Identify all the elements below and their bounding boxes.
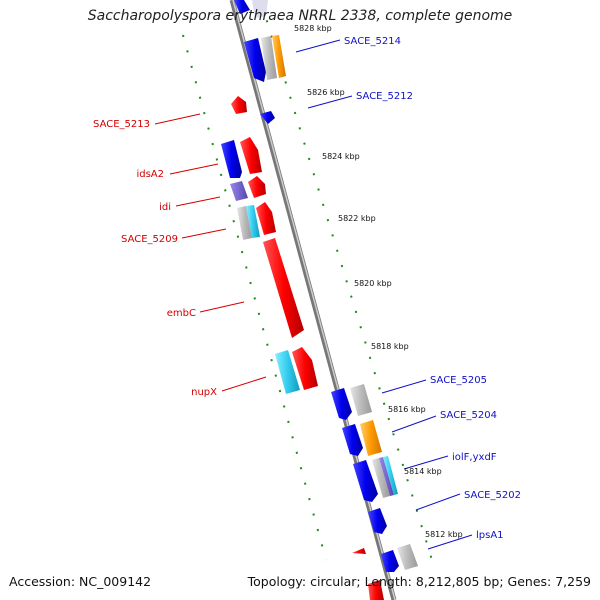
leader-sace5202 (415, 493, 461, 511)
gene-arrow-sace5214 (244, 38, 266, 82)
leader-sace5204 (391, 415, 437, 433)
gene-block-lpsA1-gray (397, 544, 418, 570)
scale-label-5820: 5820 kbp (354, 279, 392, 288)
leader-idi (175, 196, 221, 207)
gene-arrow-idi-red (248, 176, 266, 198)
scale-label-5814: 5814 kbp (404, 467, 442, 476)
genome-title: Saccharopolyspora erythraea NRRL 2338, c… (87, 8, 513, 24)
gene-label-sace5204[interactable]: SACE_5204 (440, 410, 497, 421)
leader-sace5209 (181, 228, 227, 239)
leader-sace5214 (295, 39, 341, 53)
gene-label-sace5213[interactable]: SACE_5213 (93, 119, 150, 130)
leader-iolF (403, 455, 449, 470)
gene-label-embC[interactable]: embC (167, 308, 196, 319)
gene-block-iolF-cyan (383, 456, 398, 495)
gene-label-sace5214[interactable]: SACE_5214 (344, 36, 401, 47)
gene-block-iolF-gray (372, 458, 390, 498)
scale-label-5816: 5816 kbp (388, 405, 426, 414)
scale-label-5828: 5828 kbp (294, 24, 332, 33)
scale-label-5818: 5818 kbp (371, 342, 409, 351)
gene-block-nupX-cyan (275, 350, 300, 394)
gene-arrow-sace5202-blue (368, 508, 387, 534)
scale-label-5812: 5812 kbp (425, 530, 463, 539)
gene-block-top-gray-partial (252, 0, 268, 18)
gene-block-sace5214-orange (272, 35, 286, 78)
gene-block-bottom-red (368, 580, 384, 600)
leader-idsA2 (169, 163, 219, 175)
gene-arrow-sace5204-blue (342, 424, 363, 456)
gene-arrow-idsA2-blue (221, 140, 242, 178)
scale-label-5826: 5826 kbp (307, 88, 345, 97)
gene-label-sace5212[interactable]: SACE_5212 (356, 91, 413, 102)
leader-sace5205 (381, 379, 427, 394)
gene-arrow-sace5205-blue (331, 388, 352, 420)
gene-arrow-sace5212 (260, 111, 275, 124)
gene-label-idi[interactable]: idi (159, 202, 171, 213)
gene-arrow-embC (263, 238, 304, 338)
gene-block-sace5204-orange (360, 420, 382, 456)
gene-arrow-sace5209-red (256, 202, 276, 235)
gene-arrow-iolF-blue (353, 460, 378, 502)
gene-label-nupX[interactable]: nupX (191, 387, 217, 398)
gene-label-sace5209[interactable]: SACE_5209 (121, 234, 178, 245)
leader-lpsA1 (427, 534, 473, 550)
gene-block-sace5205-gray (350, 384, 372, 416)
gene-arrow-idsA2-red (240, 137, 262, 174)
topology-summary: Topology: circular; Length: 8,212,805 bp… (247, 574, 591, 589)
scale-label-5822: 5822 kbp (338, 214, 376, 223)
leader-embC (199, 301, 245, 313)
gene-block-idi-purple (230, 181, 248, 201)
leader-sace5212 (307, 95, 353, 109)
gene-block-sace5209-gray (237, 206, 252, 240)
gene-arrow-sace5213 (231, 96, 247, 114)
gene-block-sace5214-gray (261, 36, 277, 80)
gene-block-iolF-purple (379, 457, 394, 496)
gene-label-idsA2[interactable]: idsA2 (136, 169, 164, 180)
gene-arrow-top-blue-partial (234, 0, 250, 14)
gene-label-sace5202[interactable]: SACE_5202 (464, 490, 521, 501)
gene-label-lpsA1[interactable]: lpsA1 (476, 530, 504, 541)
scale-label-5824: 5824 kbp (322, 152, 360, 161)
gene-arrow-lpsA1-blue (381, 550, 399, 572)
left-dashed-guide (182, 34, 327, 561)
gene-label-iolF[interactable]: iolF,yxdF (452, 452, 497, 463)
right-dashed-guide (261, 4, 433, 561)
gene-arrow-nupX-red (292, 347, 318, 390)
leader-sace5213 (154, 113, 201, 125)
gene-arrow-small-red (352, 548, 366, 554)
accession-text: Accession: NC_009142 (9, 574, 152, 589)
gene-block-sace5209-cyan (246, 205, 260, 238)
leader-nupX (221, 376, 267, 392)
gene-label-sace5205[interactable]: SACE_5205 (430, 375, 487, 386)
